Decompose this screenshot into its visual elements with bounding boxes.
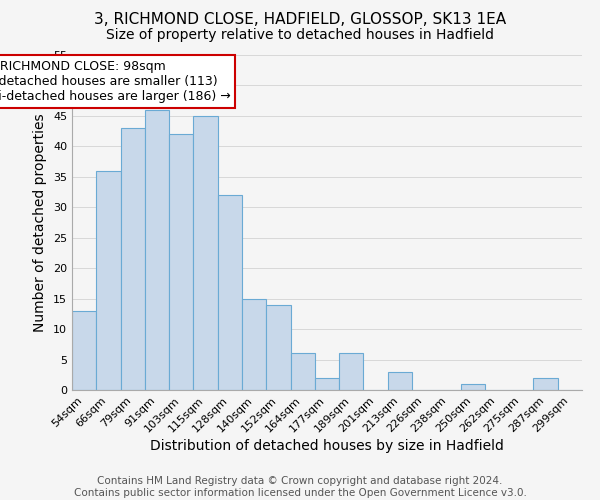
Text: 3 RICHMOND CLOSE: 98sqm
← 37% of detached houses are smaller (113)
61% of semi-d: 3 RICHMOND CLOSE: 98sqm ← 37% of detache…	[0, 60, 230, 103]
Bar	[339, 354, 364, 390]
Text: Size of property relative to detached houses in Hadfield: Size of property relative to detached ho…	[106, 28, 494, 42]
Y-axis label: Number of detached properties: Number of detached properties	[34, 113, 47, 332]
Bar	[242, 298, 266, 390]
Bar	[121, 128, 145, 390]
Bar	[533, 378, 558, 390]
Bar	[96, 170, 121, 390]
Bar	[193, 116, 218, 390]
Bar	[461, 384, 485, 390]
Text: 3, RICHMOND CLOSE, HADFIELD, GLOSSOP, SK13 1EA: 3, RICHMOND CLOSE, HADFIELD, GLOSSOP, SK…	[94, 12, 506, 28]
Bar	[72, 311, 96, 390]
Bar	[169, 134, 193, 390]
Text: Contains HM Land Registry data © Crown copyright and database right 2024.
Contai: Contains HM Land Registry data © Crown c…	[74, 476, 526, 498]
X-axis label: Distribution of detached houses by size in Hadfield: Distribution of detached houses by size …	[150, 440, 504, 454]
Bar	[218, 195, 242, 390]
Bar	[388, 372, 412, 390]
Bar	[290, 354, 315, 390]
Bar	[315, 378, 339, 390]
Bar	[266, 304, 290, 390]
Bar	[145, 110, 169, 390]
